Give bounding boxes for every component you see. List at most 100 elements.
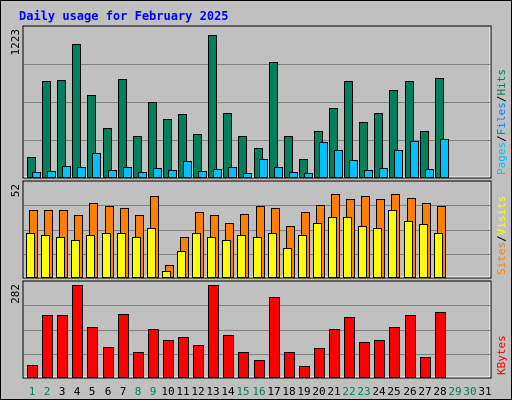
bar-sites-day-14 <box>222 240 231 278</box>
bar-kbytes-day-6 <box>103 347 114 378</box>
series-label-pages: Pages <box>495 142 508 175</box>
bar-files-day-14 <box>228 167 237 178</box>
day-label-8: 8 <box>135 385 142 398</box>
bar-kbytes-day-7 <box>118 314 129 378</box>
day-label-14: 14 <box>221 385 235 398</box>
bar-sites-day-26 <box>404 221 413 278</box>
bar-files-day-20 <box>319 142 328 178</box>
bar-files-day-16 <box>259 159 268 178</box>
bar-kbytes-day-4 <box>72 285 83 378</box>
day-label-18: 18 <box>282 385 295 398</box>
bar-kbytes-day-25 <box>389 327 400 378</box>
bar-sites-day-12 <box>192 233 201 278</box>
day-label-15: 15 <box>236 385 249 398</box>
bar-kbytes-day-10 <box>163 340 174 378</box>
bar-kbytes-day-19 <box>299 366 310 378</box>
bar-sites-day-11 <box>177 251 186 278</box>
bar-sites-day-5 <box>86 235 95 278</box>
bar-kbytes-day-2 <box>42 315 53 378</box>
bar-kbytes-day-23 <box>359 342 370 378</box>
series-label-separator: / <box>495 135 508 142</box>
bar-sites-day-23 <box>358 226 367 278</box>
day-label-7: 7 <box>120 385 127 398</box>
bar-hits-day-27 <box>420 131 429 178</box>
bar-files-day-11 <box>183 161 192 178</box>
bar-kbytes-day-28 <box>435 312 446 378</box>
bar-sites-day-4 <box>71 240 80 278</box>
chart-title: Daily usage for February 2025 <box>19 9 229 23</box>
bar-files-day-19 <box>304 173 313 178</box>
day-label-4: 4 <box>74 385 81 398</box>
bar-hits-day-8 <box>133 136 142 178</box>
series-label-files: Files <box>495 102 508 135</box>
bar-hits-day-18 <box>284 136 293 178</box>
bar-files-day-28 <box>440 139 449 178</box>
bar-kbytes-day-20 <box>314 348 325 378</box>
bar-hits-day-17 <box>269 62 278 178</box>
bar-files-day-18 <box>289 172 298 178</box>
day-label-10: 10 <box>161 385 174 398</box>
bar-hits-day-3 <box>57 80 66 178</box>
day-label-25: 25 <box>387 385 400 398</box>
bar-hits-day-23 <box>359 122 368 178</box>
bar-files-day-5 <box>92 153 101 178</box>
day-label-9: 9 <box>150 385 157 398</box>
bar-sites-day-1 <box>26 233 35 278</box>
day-label-13: 13 <box>206 385 219 398</box>
bar-kbytes-day-14 <box>223 335 234 378</box>
bar-sites-day-24 <box>373 228 382 278</box>
bar-files-day-27 <box>425 169 434 178</box>
series-label-sites: Sites <box>495 242 508 275</box>
bar-files-day-4 <box>77 167 86 178</box>
day-label-17: 17 <box>267 385 280 398</box>
bar-sites-day-15 <box>237 235 246 278</box>
series-label-separator: / <box>495 96 508 103</box>
bar-kbytes-day-17 <box>269 297 280 378</box>
bar-sites-day-27 <box>419 224 428 278</box>
bar-kbytes-day-1 <box>27 365 38 378</box>
bar-hits-day-6 <box>103 128 112 178</box>
day-label-30: 30 <box>463 385 476 398</box>
bar-sites-day-2 <box>41 235 50 278</box>
series-label-visits: Visits <box>495 196 508 236</box>
bar-sites-day-8 <box>132 237 141 278</box>
bar-files-day-24 <box>379 168 388 178</box>
bar-kbytes-day-3 <box>57 315 68 378</box>
bar-sites-day-20 <box>313 223 322 278</box>
bar-hits-day-12 <box>193 134 202 178</box>
bar-files-day-7 <box>123 167 132 178</box>
bar-kbytes-day-16 <box>254 360 265 378</box>
day-label-3: 3 <box>59 385 66 398</box>
bar-files-day-26 <box>410 141 419 178</box>
day-label-16: 16 <box>252 385 265 398</box>
bar-kbytes-day-5 <box>87 327 98 378</box>
bar-hits-day-26 <box>405 81 414 178</box>
panel-kbytes-series-label: KBytes <box>495 335 508 375</box>
series-label-kbytes: KBytes <box>495 335 508 375</box>
bar-hits-day-22 <box>344 81 353 178</box>
bar-hits-day-24 <box>374 113 383 178</box>
bar-files-day-6 <box>108 170 117 178</box>
bar-files-day-8 <box>138 172 147 178</box>
bar-hits-day-4 <box>72 44 81 178</box>
bar-sites-day-13 <box>207 237 216 278</box>
day-label-29: 29 <box>448 385 461 398</box>
day-label-1: 1 <box>29 385 36 398</box>
day-label-28: 28 <box>433 385 446 398</box>
bar-files-day-10 <box>168 170 177 178</box>
day-label-2: 2 <box>44 385 51 398</box>
day-label-21: 21 <box>327 385 340 398</box>
bar-files-day-1 <box>32 172 41 178</box>
bar-files-day-25 <box>394 150 403 178</box>
bar-files-day-23 <box>364 170 373 178</box>
day-label-23: 23 <box>357 385 370 398</box>
series-label-hits: Hits <box>495 69 508 96</box>
bar-files-day-3 <box>62 166 71 178</box>
bar-sites-day-21 <box>328 217 337 278</box>
bar-files-day-2 <box>47 171 56 178</box>
bar-kbytes-day-18 <box>284 352 295 378</box>
bar-kbytes-day-11 <box>178 337 189 378</box>
bar-kbytes-day-26 <box>405 315 416 378</box>
bar-hits-day-15 <box>238 136 247 178</box>
